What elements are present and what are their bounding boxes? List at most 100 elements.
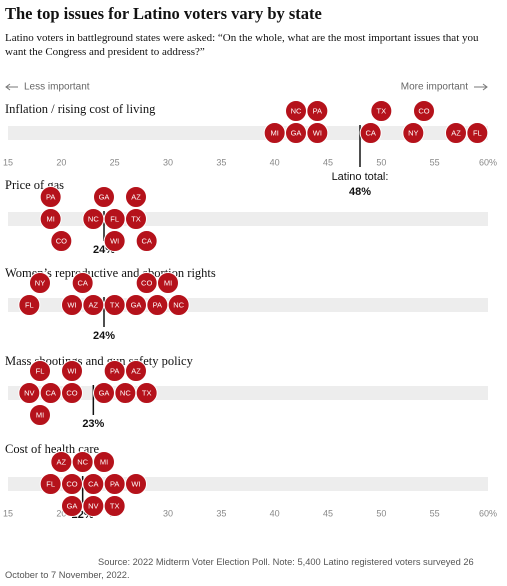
legend-right: More important xyxy=(401,82,468,93)
dot-label: MI xyxy=(164,278,172,287)
x-tick-label: 45 xyxy=(323,508,333,518)
dot xyxy=(157,272,179,294)
dot-label: CO xyxy=(56,236,67,245)
dot-label: WI xyxy=(67,366,76,375)
dot xyxy=(61,382,83,404)
dot-label: PA xyxy=(110,479,119,488)
dot xyxy=(125,208,147,230)
dot-label: FL xyxy=(36,366,45,375)
x-tick-label: 60% xyxy=(479,157,497,167)
dot xyxy=(466,122,489,144)
dot-label: WI xyxy=(67,300,76,309)
dot-label: NV xyxy=(24,388,34,397)
dot-group: TX xyxy=(135,382,158,404)
arrow-left-head xyxy=(5,83,11,91)
dot-group: GA xyxy=(93,186,115,208)
dot-group: CO xyxy=(61,382,83,404)
dot-label: PA xyxy=(313,106,322,115)
dot xyxy=(50,230,73,252)
dot-group: CO xyxy=(61,473,83,495)
x-tick-label: 40 xyxy=(270,508,280,518)
x-tick-label: 35 xyxy=(216,508,226,518)
dot xyxy=(135,230,158,252)
dot-label: PA xyxy=(110,366,119,375)
dot-label: AZ xyxy=(451,128,461,137)
dot-label: PA xyxy=(46,192,55,201)
dot-group: CO xyxy=(413,100,435,122)
dot-group: FL xyxy=(18,294,41,316)
dot xyxy=(29,404,51,426)
x-tick-label: 15 xyxy=(3,157,13,167)
dot-group: NY xyxy=(29,272,51,294)
dot-label: CO xyxy=(141,278,152,287)
dot-group: GA xyxy=(93,382,115,404)
total-label: 24% xyxy=(93,330,115,342)
dot-group: GA xyxy=(125,294,147,316)
dot-group: NC xyxy=(114,382,137,404)
dot xyxy=(125,186,147,208)
total-label: 48% xyxy=(349,186,371,198)
chart-subtitle: Latino voters in battleground states wer… xyxy=(5,32,479,58)
dot xyxy=(18,294,41,316)
dot xyxy=(125,360,147,382)
dot-label: NC xyxy=(77,457,88,466)
dot-label: AZ xyxy=(131,192,141,201)
dot-label: NC xyxy=(88,214,99,223)
dot-label: PA xyxy=(153,300,162,309)
dot-group: PA xyxy=(39,186,62,208)
dot-label: GA xyxy=(99,388,110,397)
dot-label: NC xyxy=(173,300,184,309)
dot-group: FL xyxy=(29,360,51,382)
dot-group: MI xyxy=(29,404,51,426)
dot-group: PA xyxy=(306,100,329,122)
x-tick-label: 55 xyxy=(430,508,440,518)
dot-label: GA xyxy=(131,300,142,309)
dot-label: AZ xyxy=(131,366,141,375)
dot-label: NC xyxy=(120,388,131,397)
dot-label: CA xyxy=(77,278,87,287)
dot-group: AZ xyxy=(125,360,147,382)
dot-label: CA xyxy=(45,388,55,397)
source-note: Source: 2022 Midterm Voter Election Poll… xyxy=(5,557,474,580)
arrow-right-head xyxy=(482,83,488,91)
dot-group: WI xyxy=(306,122,329,144)
dot-group: MI xyxy=(157,272,179,294)
dot-group: TX xyxy=(103,294,126,316)
panel-band xyxy=(8,212,488,226)
dot xyxy=(103,230,126,252)
dot-label: CO xyxy=(66,479,77,488)
dot-group: FL xyxy=(103,208,126,230)
dot-label: MI xyxy=(270,128,278,137)
dot-group: NC xyxy=(167,294,190,316)
dot-group: CA xyxy=(82,473,105,495)
dot xyxy=(402,122,425,144)
x-tick-label: 45 xyxy=(323,157,333,167)
dot-group: CA xyxy=(71,272,94,294)
dot xyxy=(103,495,126,517)
dot-group: NV xyxy=(18,382,41,404)
dot-label: NY xyxy=(408,128,418,137)
dot-group: WI xyxy=(61,360,83,382)
dot-label: TX xyxy=(377,106,387,115)
x-tick-label: 30 xyxy=(163,508,173,518)
dot-label: CO xyxy=(66,388,77,397)
dot xyxy=(135,382,158,404)
dot-group: CO xyxy=(135,272,158,294)
total-title: Latino total: xyxy=(332,171,389,183)
panel-title: Cost of health care xyxy=(5,442,100,456)
dot-group: TX xyxy=(370,100,393,122)
dot-group: CA xyxy=(359,122,382,144)
dot-group: WI xyxy=(61,294,83,316)
dot-group: AZ xyxy=(445,122,467,144)
dot-group: MI xyxy=(39,208,62,230)
x-tick-label: 20 xyxy=(56,157,66,167)
dot-group: PA xyxy=(103,360,126,382)
x-tick-label: 50 xyxy=(376,157,386,167)
dot-group: CO xyxy=(50,230,73,252)
dot-group: GA xyxy=(61,495,83,517)
x-tick-label: 15 xyxy=(3,508,13,518)
dot-label: NV xyxy=(88,501,98,510)
dot-label: AZ xyxy=(89,300,99,309)
dot-label: FL xyxy=(25,300,34,309)
